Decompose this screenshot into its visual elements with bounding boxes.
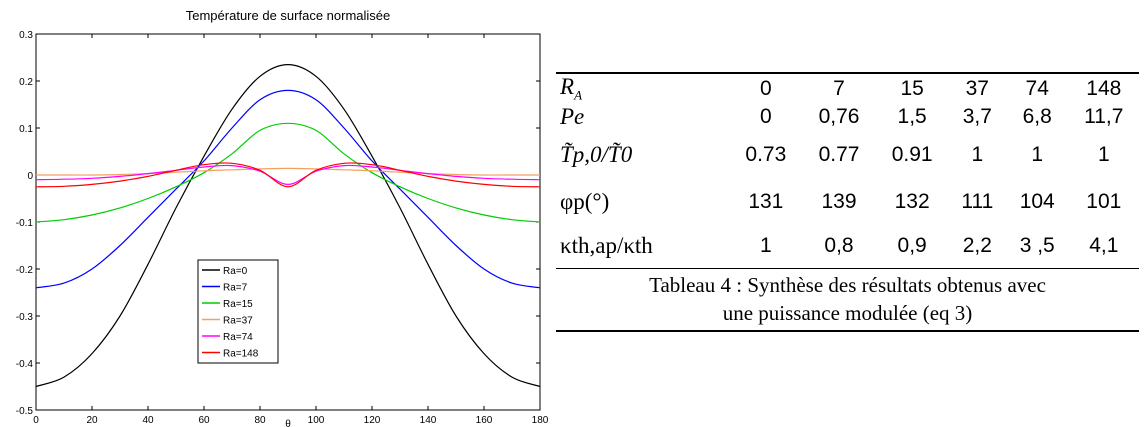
legend-entry: Ra=7	[223, 283, 248, 294]
x-tick-label: 120	[364, 415, 381, 426]
y-tick-label: -0.5	[16, 406, 34, 417]
table-cell: 6,8	[1022, 104, 1052, 128]
table-row-temperature-ratio: T̃p,0/T̃0 0.73 0.77 0.91 1 1 1	[556, 130, 1139, 180]
x-tick-label: 40	[142, 415, 154, 426]
row-label-ra: RA	[560, 74, 583, 103]
series-lines	[35, 63, 541, 388]
table-cell: 1	[1097, 142, 1110, 166]
row-label-pe: Pe	[560, 103, 585, 129]
table-cell: 0.91	[891, 142, 933, 166]
table-cell: 0.77	[818, 142, 860, 166]
table-cell: 3,7	[962, 104, 992, 128]
series-line-ra-37	[36, 167, 540, 176]
y-tick-label: -0.3	[16, 312, 34, 323]
row-label-conductivity-ratio: κth,ap/κth	[560, 232, 653, 258]
table-cell: 1	[760, 233, 772, 257]
table-row-phase: φp(°) 131 139 132 111 104 101	[556, 180, 1139, 224]
series-line-ra-15	[35, 122, 541, 223]
legend-entry: Ra=0	[223, 266, 248, 277]
table-cell: 1,5	[897, 104, 927, 128]
table-cell: 2,2	[962, 233, 992, 257]
results-table: RA 0 7 15 37 74 148 Pe 0 0,76 1,5 3,7 6,…	[556, 72, 1139, 332]
x-tick-label: 60	[198, 415, 210, 426]
legend-entry: Ra=37	[223, 316, 253, 327]
table-row-conductivity-ratio: κth,ap/κth 1 0,8 0,9 2,2 3 ,5 4,1	[556, 224, 1139, 268]
table-cell: 37	[965, 76, 989, 100]
table-cell: 3 ,5	[1019, 233, 1055, 257]
chart-title: Température de surface normalisée	[186, 8, 391, 23]
series-line-ra-74	[35, 164, 541, 186]
table-cell: 139	[821, 189, 857, 213]
row-label-temperature-ratio: T̃p,0/T̃0	[560, 141, 633, 167]
caption-line-2: une puissance modulée (eq 3)	[722, 300, 973, 325]
table-row-pe: Pe 0 0,76 1,5 3,7 6,8 11,7	[556, 104, 1139, 130]
series-line-ra-148	[35, 162, 541, 188]
y-tick-label: 0.3	[19, 30, 33, 41]
table-cell: 148	[1086, 76, 1122, 100]
table-cell: 4,1	[1089, 233, 1119, 257]
y-tick-label: 0.2	[19, 77, 33, 88]
table-cell: 0,76	[818, 104, 860, 128]
table-cell: 101	[1086, 189, 1122, 213]
x-tick-label: 0	[33, 415, 39, 426]
table-cell: 15	[900, 76, 924, 100]
table-cell: 111	[961, 189, 994, 213]
x-tick-label: 80	[254, 415, 266, 426]
table-cell: 11,7	[1084, 104, 1124, 128]
legend-entry: Ra=74	[223, 332, 253, 343]
table-caption: Tableau 4 : Synthèse des résultats obten…	[556, 267, 1139, 332]
series-line-ra-7	[35, 89, 541, 289]
plot-area	[35, 33, 541, 411]
legend-entry: Ra=148	[223, 349, 259, 360]
caption-line-1: Tableau 4 : Synthèse des résultats obten…	[649, 272, 1046, 297]
table-cell: 0	[760, 104, 772, 128]
table-cell: 132	[894, 189, 930, 213]
y-axis: -0.5 -0.4 -0.3 -0.2 -0.1 0 0.1 0.2 0.3	[16, 30, 540, 417]
table-cell: 0.73	[745, 142, 787, 166]
table-cell: 131	[748, 189, 784, 213]
line-chart: Température de surface normalisée -0.5-0…	[16, 8, 549, 427]
y-tick-label: -0.4	[16, 359, 34, 370]
x-axis: 0 20 40 60 80 100 120 140 160 180	[33, 34, 549, 426]
x-tick-label: 160	[476, 415, 493, 426]
row-label-phase: φp(°)	[560, 188, 610, 214]
x-tick-label: 140	[420, 415, 437, 426]
y-tick-label: -0.2	[16, 265, 34, 276]
x-tick-label: 20	[86, 415, 98, 426]
table-cell: 1	[971, 142, 984, 166]
table-row-ra: RA 0 7 15 37 74 148	[556, 73, 1139, 104]
series-line-ra-0	[35, 63, 541, 388]
table-cell: 74	[1025, 76, 1049, 100]
table-cell: 0,8	[824, 233, 854, 257]
y-tick-label: -0.1	[16, 218, 34, 229]
legend-entry: Ra=15	[223, 299, 253, 310]
table-cell: 0	[760, 76, 772, 100]
x-tick-label: 180	[532, 415, 549, 426]
y-tick-label: 0	[27, 171, 33, 182]
legend-box	[197, 259, 279, 364]
table-cell: 1	[1031, 142, 1044, 166]
x-axis-label: θ	[285, 419, 291, 427]
table-cell: 7	[833, 76, 845, 100]
table-cell: 104	[1019, 189, 1055, 213]
table-cell: 0,9	[897, 233, 927, 257]
legend: Ra=0 Ra=7 Ra=15 Ra=37 Ra=74 Ra=148	[197, 259, 279, 364]
x-tick-label: 100	[308, 415, 325, 426]
y-tick-label: 0.1	[19, 124, 33, 135]
